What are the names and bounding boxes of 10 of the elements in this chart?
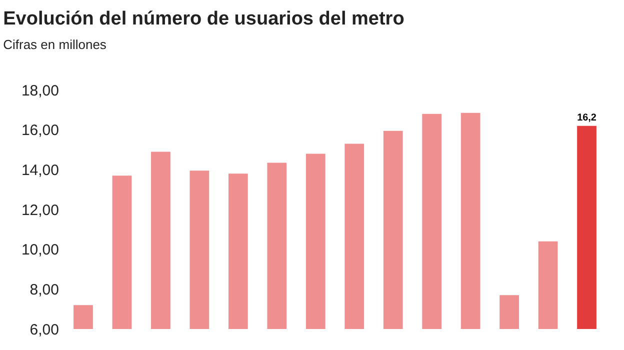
data-label: 16,2 xyxy=(577,112,597,124)
y-tick-label: 12,00 xyxy=(21,202,59,219)
y-tick-label: 10,00 xyxy=(21,242,59,259)
y-tick-label: 14,00 xyxy=(21,162,59,179)
y-tick-label: 16,00 xyxy=(21,122,59,140)
chart-title: Evolución del número de usuarios del metro xyxy=(3,8,404,30)
y-tick-label: 8,00 xyxy=(30,281,59,298)
chart-subtitle: Cifras en millones xyxy=(3,37,107,52)
y-tick-label: 18,00 xyxy=(21,82,59,100)
y-tick-label: 6,00 xyxy=(30,321,59,338)
